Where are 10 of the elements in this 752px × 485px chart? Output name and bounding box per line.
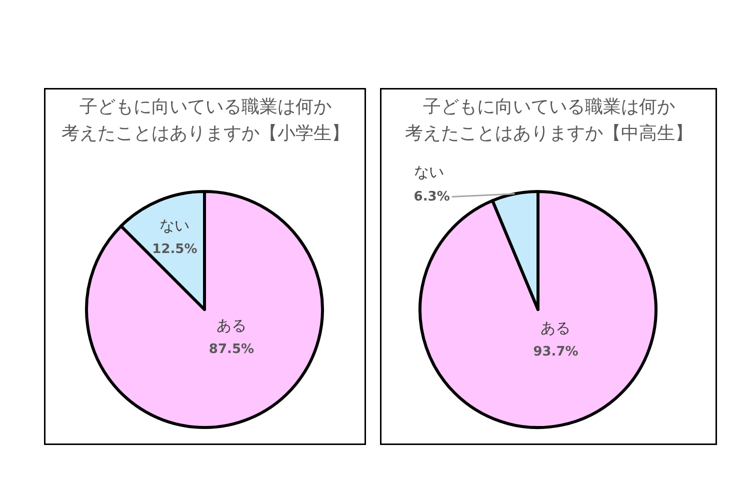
data-label: 12.5% bbox=[152, 242, 198, 258]
data-label: 93.7% bbox=[533, 344, 578, 360]
slice-label: ある bbox=[216, 316, 246, 334]
chart-title: 子どもに向いている職業は何か考えたことはありますか【小学生】 bbox=[62, 96, 350, 144]
slice-label: ない bbox=[414, 162, 444, 181]
data-label: 87.5% bbox=[208, 342, 254, 357]
data-label: 6.3% bbox=[414, 189, 450, 204]
slice-label: ある bbox=[540, 319, 571, 338]
chart-title: 子どもに向いている職業は何か考えたことはありますか【中高生】 bbox=[405, 96, 693, 144]
slice-label: ない bbox=[160, 216, 190, 235]
